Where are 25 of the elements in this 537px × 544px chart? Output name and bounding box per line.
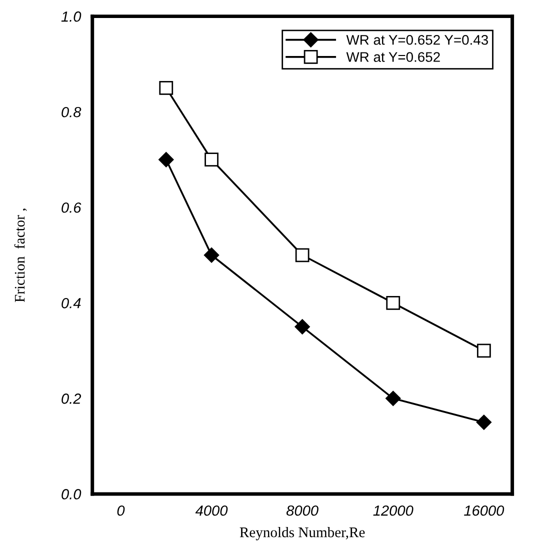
y-tick-label: 0.2 — [62, 394, 82, 404]
x-tick-label: 8000 — [286, 505, 318, 516]
y-axis-title: Friction factor , — [14, 208, 27, 302]
x-axis-title: Reynolds Number,Re — [240, 526, 365, 540]
y-tick-label: 0.0 — [62, 489, 82, 500]
legend-label: WR at Y=0.652 Y=0.43 — [346, 34, 488, 45]
legend-label: WR at Y=0.652 — [346, 52, 440, 62]
x-tick-label: 4000 — [195, 505, 228, 516]
y-tick-label: 0.8 — [62, 106, 82, 118]
y-tick-label: 1.0 — [61, 11, 82, 22]
point — [295, 248, 310, 262]
point — [204, 248, 220, 263]
y-tick-label: 0.4 — [62, 298, 81, 308]
y-tick-label: 0.6 — [62, 202, 82, 213]
point — [204, 152, 218, 167]
point — [386, 390, 401, 406]
x-tick-label: 0 — [117, 505, 125, 516]
x-tick-label: 12000 — [373, 505, 414, 516]
point — [386, 296, 400, 310]
point — [476, 414, 492, 430]
x-tick-label: 16000 — [464, 505, 504, 516]
point — [159, 81, 174, 95]
point — [476, 344, 491, 358]
point — [158, 152, 174, 168]
point — [294, 319, 310, 334]
